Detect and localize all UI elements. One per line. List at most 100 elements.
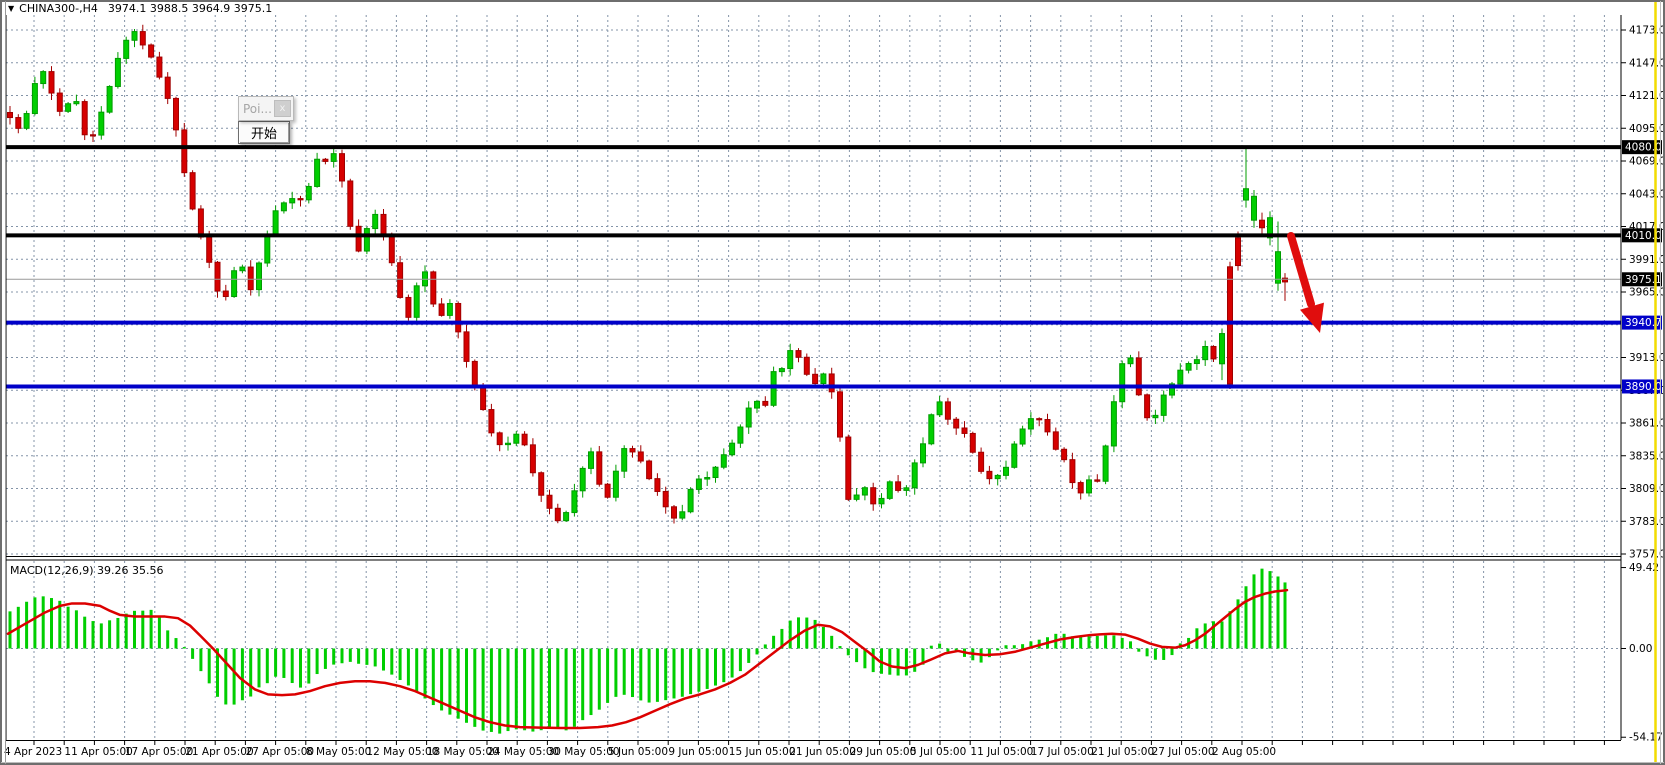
time-axis-label: 29 Jun 05:00 <box>850 746 917 758</box>
candle-bull <box>729 442 736 456</box>
macd-histogram-bar <box>581 648 585 721</box>
time-axis-label: 9 Jun 05:00 <box>668 746 728 758</box>
macd-histogram-bar <box>1137 648 1141 652</box>
candle-bear <box>1282 277 1288 283</box>
candle-bear <box>1052 431 1059 450</box>
macd-histogram-bar <box>1004 645 1008 649</box>
candle-bull <box>413 285 420 318</box>
macd-histogram-bar <box>689 648 693 695</box>
candle-bull <box>1275 251 1281 284</box>
macd-histogram-bar <box>116 617 120 649</box>
macd-values: 39.26 35.56 <box>97 564 164 577</box>
time-axis-label: 17 Jul 05:00 <box>1031 746 1094 758</box>
macd-histogram-bar <box>589 648 593 716</box>
macd-histogram-bar <box>830 635 834 649</box>
macd-histogram-bar <box>1236 599 1240 649</box>
macd-histogram-bar <box>216 648 219 697</box>
macd-histogram-bar <box>174 638 178 649</box>
macd-histogram-bar <box>133 610 136 649</box>
time-axis-label: 5 Jun 05:00 <box>608 746 668 758</box>
macd-histogram-bar <box>50 598 53 649</box>
macd-name: MACD(12,26,9) <box>10 564 94 577</box>
macd-histogram-bar <box>1012 645 1016 649</box>
candle-bull <box>1110 401 1117 447</box>
candle-bull <box>131 31 138 41</box>
macd-histogram-bar <box>340 648 344 664</box>
candle-bear <box>837 391 843 438</box>
script-popup-window[interactable]: Poi... x 开始 <box>238 96 294 144</box>
candle-bull <box>754 400 760 409</box>
trend-arrow-head-icon[interactable] <box>1300 302 1324 333</box>
candle-bull <box>579 467 586 492</box>
candle-bull <box>1119 363 1126 403</box>
symbol-dropdown-icon[interactable]: ▼ <box>8 4 15 13</box>
popup-title-bar[interactable]: Poi... x <box>238 96 294 121</box>
start-button[interactable]: 开始 <box>238 121 290 144</box>
candle-bull <box>256 262 262 291</box>
candle-bear <box>1044 419 1051 433</box>
macd-histogram-bar <box>938 643 942 649</box>
candle-bear <box>944 401 951 420</box>
candle-bear <box>297 198 304 201</box>
macd-histogram-bar <box>647 648 651 703</box>
candle-bull <box>513 433 520 444</box>
candle-bull <box>994 474 1001 480</box>
time-axis-label: 5 Jul 05:00 <box>910 746 966 758</box>
candle-bull <box>886 481 893 499</box>
macd-histogram-bar <box>838 646 842 649</box>
candle-bull <box>1160 394 1167 416</box>
close-icon[interactable]: x <box>274 100 291 117</box>
candle-bear <box>1094 479 1101 482</box>
candle-bear <box>762 400 769 406</box>
macd-histogram-bar <box>207 648 211 684</box>
macd-histogram-bar <box>1276 576 1280 649</box>
candle-bull <box>1003 466 1009 476</box>
candle-bull <box>695 478 702 490</box>
macd-histogram-bar <box>913 648 917 672</box>
macd-histogram-bar <box>622 648 626 695</box>
macd-histogram-bar <box>548 648 551 729</box>
candle-bear <box>795 350 802 358</box>
macd-histogram-bar <box>307 648 311 684</box>
candle-bull <box>446 302 453 316</box>
candle-bear <box>380 213 387 235</box>
candle-bull <box>563 512 570 522</box>
price-tag <box>1622 272 1662 287</box>
macd-histogram-bar <box>788 620 792 649</box>
candle-bear <box>206 236 213 263</box>
candle-bear <box>139 31 146 46</box>
candle-bear <box>214 261 221 292</box>
macd-histogram-bar <box>41 596 45 649</box>
macd-histogram-bar <box>1029 641 1033 649</box>
candle-bear <box>1210 345 1217 360</box>
macd-histogram-bar <box>904 648 908 676</box>
macd-histogram-bar <box>664 648 668 701</box>
macd-histogram-bar <box>531 648 535 732</box>
candle-bull <box>1027 418 1034 430</box>
macd-histogram-bar <box>83 616 87 649</box>
macd-histogram-bar <box>539 648 543 731</box>
price-tag-label: 3975.1 <box>1625 274 1662 286</box>
candle-bull <box>1019 428 1026 445</box>
price-axis[interactable] <box>1622 15 1664 740</box>
macd-histogram-bar <box>265 648 269 684</box>
candle-bear <box>870 487 877 505</box>
time-axis-label: 21 Jun 05:00 <box>789 746 856 758</box>
candle-bull <box>1193 359 1200 365</box>
candle-bull <box>679 511 686 519</box>
candle-bear <box>978 451 985 472</box>
macd-histogram-bar <box>166 630 170 649</box>
candle-bull <box>621 448 628 472</box>
candle-bull <box>1011 443 1018 468</box>
macd-histogram-bar <box>946 648 950 652</box>
time-axis-label: 2 Aug 05:00 <box>1212 746 1276 758</box>
candle-bear <box>156 56 163 78</box>
time-axis[interactable] <box>6 741 1621 761</box>
time-axis-label: 27 Apr 05:00 <box>246 746 314 758</box>
macd-histogram-bar <box>141 610 145 649</box>
candle-bear <box>488 409 495 434</box>
trend-arrow-shaft[interactable] <box>1287 232 1315 308</box>
macd-histogram-bar <box>1162 648 1166 660</box>
